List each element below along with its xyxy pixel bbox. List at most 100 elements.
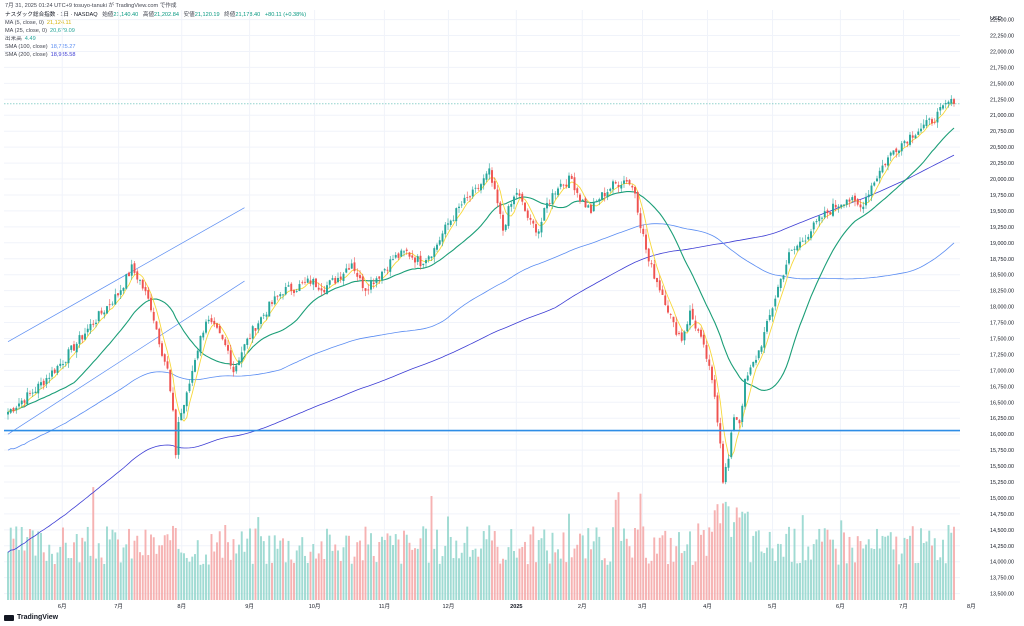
candle-body: [136, 271, 139, 280]
volume-bar: [284, 562, 287, 600]
candle-body: [554, 193, 557, 195]
candle-body: [449, 220, 452, 225]
candle-body: [565, 184, 568, 187]
volume-bar: [106, 526, 108, 600]
volume-bar: [441, 556, 444, 600]
volume-bar: [477, 556, 480, 600]
volume-bar: [903, 537, 906, 600]
candle-body: [334, 277, 337, 284]
volume-bar: [53, 564, 56, 600]
time-axis[interactable]: 6月 7月 8月 9月 10月 11月 12月 2025 2月 3月 4月 5月 6月 7月 8月: [58, 603, 976, 610]
candle-body: [271, 302, 273, 304]
volume-bar: [639, 493, 642, 600]
candle-body: [224, 339, 227, 346]
candle-body: [793, 248, 796, 250]
candle-body: [812, 222, 815, 230]
volume-bar: [768, 531, 771, 600]
candle-body: [276, 295, 279, 297]
candle-body: [309, 280, 312, 284]
volume-bar: [312, 544, 315, 600]
candle-body: [678, 332, 680, 334]
candle-body: [840, 204, 843, 208]
candle-body: [843, 204, 845, 206]
candle-body: [634, 187, 636, 194]
volume-bar: [64, 542, 67, 600]
volume-bar: [460, 552, 463, 600]
candle-body: [342, 273, 345, 282]
candle-body: [601, 192, 603, 200]
candle-body: [320, 288, 323, 291]
volume-bar: [532, 526, 535, 600]
candle-body: [799, 241, 801, 248]
volume-bar: [419, 538, 422, 600]
volume-bar: [595, 527, 598, 600]
volume-bar: [760, 551, 763, 600]
candle-body: [361, 276, 364, 288]
volume-bar: [438, 563, 441, 600]
candle-body: [738, 420, 741, 424]
candle-body: [188, 383, 191, 392]
tradingview-logo-icon: [4, 614, 14, 621]
candle-body: [430, 256, 433, 259]
candle-body: [433, 248, 436, 257]
candle-body: [163, 354, 166, 362]
indicator-volume[interactable]: 出来高 4.49: [5, 36, 36, 44]
candle-body: [403, 251, 405, 253]
volume-bar: [735, 507, 738, 600]
candle-body: [381, 271, 383, 280]
candle-body: [526, 210, 529, 218]
volume-bar: [513, 550, 515, 600]
indicator-sma200[interactable]: SMA (200, close) 18,985.58: [5, 52, 75, 60]
price-axis[interactable]: USD 13,500.00 13,750.00 14,000.00 14,250.00 1…: [960, 0, 1024, 626]
candle-body: [733, 417, 735, 432]
volume-bar: [480, 548, 482, 600]
price-tick-label: 20,500.00: [990, 145, 1014, 151]
volume-bar: [741, 511, 744, 600]
volume-bar: [848, 536, 851, 600]
candle-body: [246, 338, 249, 345]
volume-bar: [700, 534, 702, 600]
symbol-name[interactable]: ナスダック総合指数 · 1日 · NASDAQ: [5, 12, 98, 18]
volume-bar: [287, 540, 290, 600]
price-tick-label: 15,000.00: [990, 496, 1014, 502]
candle-body: [238, 360, 240, 366]
candle-body: [7, 411, 9, 415]
candle-body: [557, 188, 559, 196]
candle-body: [229, 350, 232, 366]
price-lines[interactable]: 16,055.84IXIC21,178.4006:50:28: [4, 98, 1020, 435]
volume-bar: [207, 564, 210, 600]
candle-body: [727, 458, 730, 468]
candle-body: [240, 352, 243, 362]
volume-bar: [488, 525, 491, 600]
candle-body: [862, 206, 865, 210]
candle-body: [931, 119, 933, 124]
candle-body: [205, 321, 207, 333]
candle-body: [889, 152, 892, 156]
candle-body: [95, 322, 97, 324]
volume-bar: [221, 557, 224, 600]
candle-body: [887, 157, 889, 166]
candle-body: [207, 319, 210, 322]
volume-bar: [540, 538, 543, 600]
candle-body: [328, 280, 331, 285]
volume-bar: [801, 515, 804, 600]
time-tick-label: 9月: [245, 603, 254, 610]
candle-body: [196, 350, 199, 359]
indicator-sma100[interactable]: SMA (100, close) 18,725.27: [5, 44, 75, 52]
volume-bar: [70, 558, 73, 600]
candle-body: [117, 293, 119, 296]
indicator-ma5[interactable]: MA (5, close, 0) 21,124.11: [5, 20, 71, 28]
volume-bar: [766, 547, 768, 600]
candle-body: [925, 120, 928, 127]
candle-body: [405, 249, 408, 251]
candle-body: [397, 253, 400, 258]
candle-body: [669, 314, 672, 315]
price-tick-label: 20,750.00: [990, 129, 1014, 135]
tradingview-logo[interactable]: TradingView: [4, 614, 58, 621]
volume-bar: [774, 560, 777, 600]
candle-body: [356, 272, 359, 277]
volume-bar: [705, 555, 708, 600]
volume-bar: [381, 536, 383, 600]
volume-bar: [271, 562, 273, 600]
